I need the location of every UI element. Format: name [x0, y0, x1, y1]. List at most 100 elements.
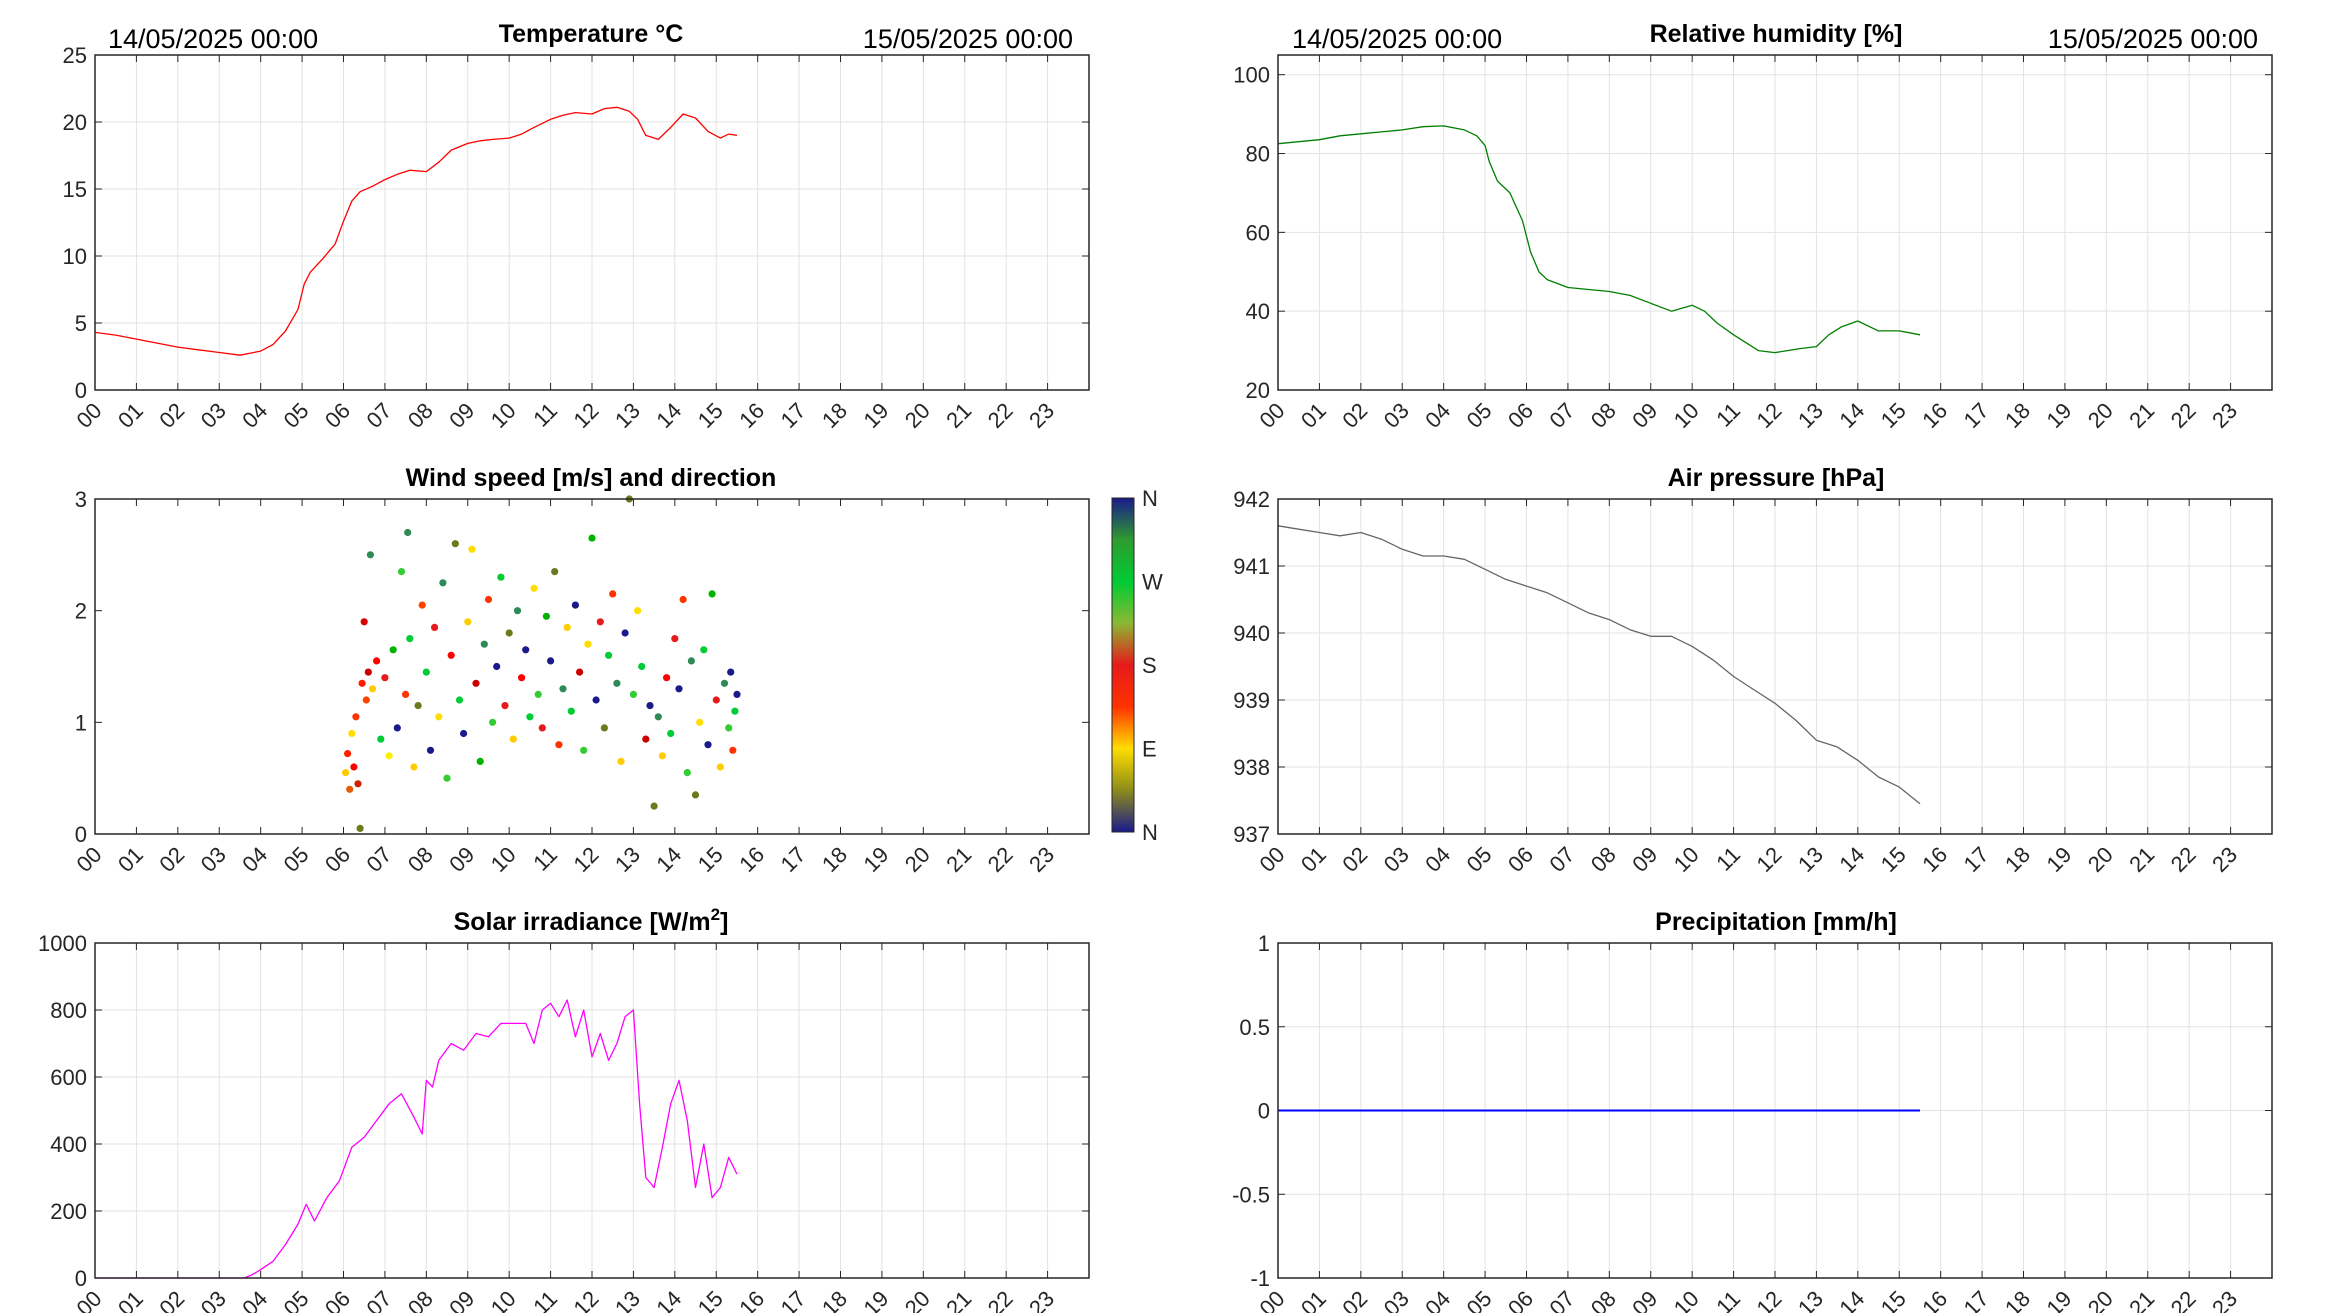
wind-point	[509, 735, 517, 743]
humidity-y-tick-label: 40	[1246, 299, 1270, 324]
wind-grid	[94, 498, 1089, 835]
wind-title: Wind speed [m/s] and direction	[406, 464, 777, 492]
wind-point	[634, 607, 642, 615]
wind-point	[455, 696, 464, 704]
humidity-grid	[1277, 55, 2272, 391]
wind-point	[422, 668, 430, 676]
wind-point	[443, 774, 451, 782]
solar-title: Solar irradiance [W/m2]	[454, 905, 729, 936]
wind-point	[501, 702, 509, 710]
temperature-series-line	[94, 106, 738, 356]
wind-point	[348, 729, 356, 738]
wind-point	[658, 752, 667, 760]
solar-y-tick-label: 1000	[38, 931, 87, 956]
humidity-line-group	[1277, 125, 1921, 354]
wind-point	[547, 657, 555, 665]
pressure-y-tick-label: 938	[1233, 755, 1270, 780]
wind-point	[712, 696, 720, 704]
wind-point	[489, 718, 497, 726]
wind-point	[451, 540, 459, 548]
wind-point	[526, 713, 534, 721]
precipitation-y-tick-label: 0.5	[1239, 1015, 1270, 1040]
precipitation-y-tick-label: -0.5	[1232, 1182, 1270, 1207]
precipitation-title: Precipitation [mm/h]	[1655, 908, 1897, 936]
solar-y-tick-label: 600	[50, 1065, 87, 1090]
wind-point	[418, 601, 426, 609]
wind-point	[683, 769, 691, 777]
wind-point	[468, 545, 476, 553]
wind-point	[592, 696, 600, 704]
humidity-panel: 20 40 60 80 100 00 01 02 03 04 05 06 07 08 09 10 11 12 13…	[1233, 20, 2273, 433]
humidity-axes-box	[1277, 54, 2273, 391]
temperature-y-tick-label: 10	[63, 244, 87, 269]
wind-point	[679, 595, 687, 604]
wind-point	[402, 690, 410, 699]
wind-point	[731, 707, 739, 715]
wind-point	[530, 584, 538, 592]
wind-direction-colorbar: N W S E N	[1111, 486, 1163, 845]
wind-point	[344, 750, 352, 758]
wind-y-tick-label: 3	[75, 487, 87, 512]
wind-point	[447, 651, 455, 659]
wind-point	[476, 757, 484, 766]
wind-point	[389, 646, 397, 654]
wind-axes-box	[94, 498, 1090, 835]
wind-point	[613, 679, 621, 687]
wind-point	[671, 635, 679, 643]
temperature-date-start: 14/05/2025 00:00	[108, 24, 318, 54]
precipitation-y-tick-label: 0	[1258, 1099, 1270, 1124]
pressure-y-tick-label: 942	[1233, 487, 1270, 512]
wind-point	[563, 623, 571, 632]
wind-point	[667, 729, 675, 738]
wind-point	[638, 662, 646, 671]
wind-point	[513, 607, 522, 615]
colorbar-label: W	[1142, 570, 1163, 595]
wind-point	[362, 696, 370, 704]
wind-point	[406, 635, 414, 643]
wind-point	[472, 679, 480, 687]
humidity-y-tick-label: 60	[1246, 220, 1270, 245]
humidity-title: Relative humidity [%]	[1650, 20, 1903, 48]
humidity-x-tick-labels: 00 01 02 03 04 05 06 07 08 09 10 11 12 13 14 15 16 17 18 19…	[1255, 398, 2243, 433]
pressure-y-tick-label: 939	[1233, 688, 1270, 713]
wind-point	[733, 690, 741, 699]
wind-point	[567, 707, 575, 715]
wind-point	[435, 713, 443, 721]
wind-point	[580, 746, 588, 754]
wind-point	[410, 763, 418, 771]
wind-point	[484, 595, 493, 604]
temperature-y-tick-label: 0	[75, 378, 87, 403]
wind-point	[414, 702, 422, 710]
pressure-axes-box	[1277, 498, 2273, 835]
wind-point	[542, 612, 551, 620]
wind-point	[646, 702, 654, 710]
wind-point	[663, 674, 671, 682]
wind-point	[493, 662, 501, 671]
wind-point	[377, 735, 385, 743]
wind-point	[617, 757, 625, 766]
wind-point	[727, 668, 735, 676]
wind-point	[397, 568, 406, 576]
wind-point	[621, 629, 629, 637]
wind-point	[381, 674, 389, 682]
wind-point	[716, 763, 725, 771]
temperature-date-end: 15/05/2025 00:00	[863, 24, 1073, 54]
wind-point	[366, 551, 374, 559]
pressure-y-tick-label: 940	[1233, 621, 1270, 646]
precipitation-axes-box	[1277, 942, 2273, 1279]
wind-point	[654, 713, 662, 721]
wind-point	[700, 646, 708, 654]
solar-y-tick-label: 400	[50, 1132, 87, 1157]
precipitation-y-tick-label: 1	[1258, 931, 1270, 956]
wind-point	[358, 679, 366, 687]
wind-y-tick-label: 1	[75, 710, 87, 735]
pressure-line-group	[1277, 525, 1921, 805]
humidity-date-end: 15/05/2025 00:00	[2048, 24, 2258, 54]
wind-point	[559, 685, 567, 693]
solar-title-close: ]	[720, 908, 728, 936]
temperature-y-tick-label: 15	[63, 177, 87, 202]
wind-point	[518, 674, 526, 682]
solar-title-superscript: 2	[711, 905, 720, 924]
